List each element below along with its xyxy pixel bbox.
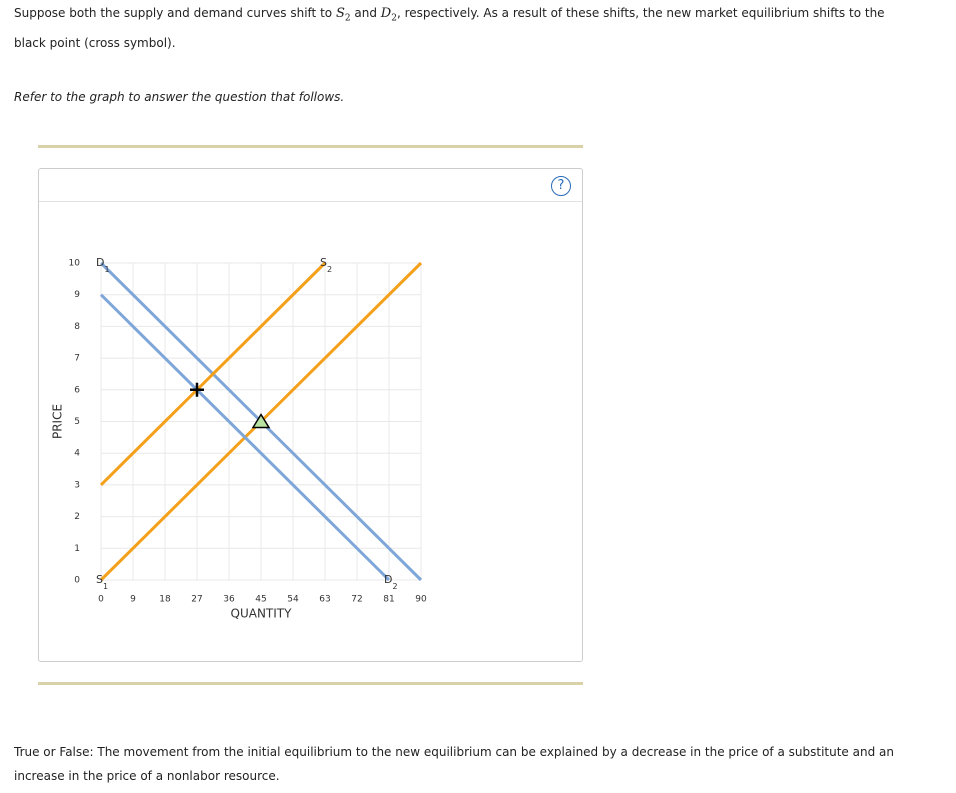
- y-tick-label: 8: [74, 322, 80, 332]
- y-tick-label: 9: [74, 290, 80, 300]
- label-subscript: 2: [327, 265, 332, 274]
- question: True or False: The movement from the ini…: [14, 745, 894, 783]
- supply-demand-line: [99, 261, 327, 486]
- x-tick-label: 18: [159, 595, 171, 605]
- x-tick-label: 72: [351, 595, 362, 605]
- line-label: S2: [320, 256, 332, 274]
- supply-demand-line: [99, 293, 391, 582]
- x-tick-label: 45: [255, 595, 266, 605]
- x-tick-label: 90: [415, 595, 427, 605]
- y-tick-label: 4: [74, 449, 80, 459]
- intro-text: Suppose both the supply and demand curve…: [14, 6, 336, 20]
- line-label: D1: [96, 256, 110, 274]
- x-axis-label: QUANTITY: [231, 607, 293, 621]
- y-tick-label: 1: [74, 544, 80, 554]
- label-name: D: [96, 256, 104, 269]
- line-label: D2: [384, 573, 398, 591]
- x-tick-label: 9: [130, 595, 136, 605]
- math: S2: [335, 6, 351, 24]
- x-tick-label: 36: [223, 595, 235, 605]
- label-subscript: 1: [104, 265, 109, 274]
- x-tick-label: 54: [287, 595, 299, 605]
- equilibrium-cross: [190, 382, 204, 397]
- y-axis-label: PRICE: [51, 404, 65, 439]
- math: D2: [380, 6, 397, 24]
- subscript: 2: [391, 13, 397, 24]
- y-tick-label: 6: [74, 385, 80, 395]
- x-tick-label: 27: [191, 595, 202, 605]
- y-tick-label: 2: [74, 512, 80, 522]
- label-name: S: [96, 573, 103, 586]
- x-tick-label: 63: [319, 595, 330, 605]
- label-name: D: [384, 573, 392, 586]
- label-name: S: [320, 256, 327, 269]
- help-button[interactable]: ?: [551, 176, 571, 196]
- line-label: S1: [96, 573, 108, 591]
- y-tick-label: 5: [74, 417, 80, 427]
- graph-panel: ?: [38, 168, 583, 662]
- divider: [38, 145, 583, 148]
- subscript: 2: [344, 13, 351, 24]
- symbol: S: [335, 6, 345, 21]
- intro-text: , respectively. As a result of these shi…: [14, 6, 885, 50]
- label-subscript: 1: [103, 582, 108, 591]
- y-tick-label: 10: [69, 259, 81, 269]
- intro-text: and: [350, 6, 381, 20]
- equilibrium-triangle: [251, 413, 271, 429]
- intro: Suppose both the supply and demand curve…: [14, 1, 919, 55]
- divider: [38, 682, 583, 685]
- y-tick-label: 7: [74, 354, 80, 364]
- symbol: D: [380, 6, 392, 21]
- x-tick-label: 81: [383, 595, 394, 605]
- separator: [39, 201, 582, 202]
- instruction: Refer to the graph to answer the questio…: [14, 90, 345, 104]
- y-tick-label: 3: [74, 480, 80, 490]
- label-subscript: 2: [392, 582, 397, 591]
- x-tick-label: 0: [98, 595, 104, 605]
- y-tick-label: 0: [74, 576, 80, 586]
